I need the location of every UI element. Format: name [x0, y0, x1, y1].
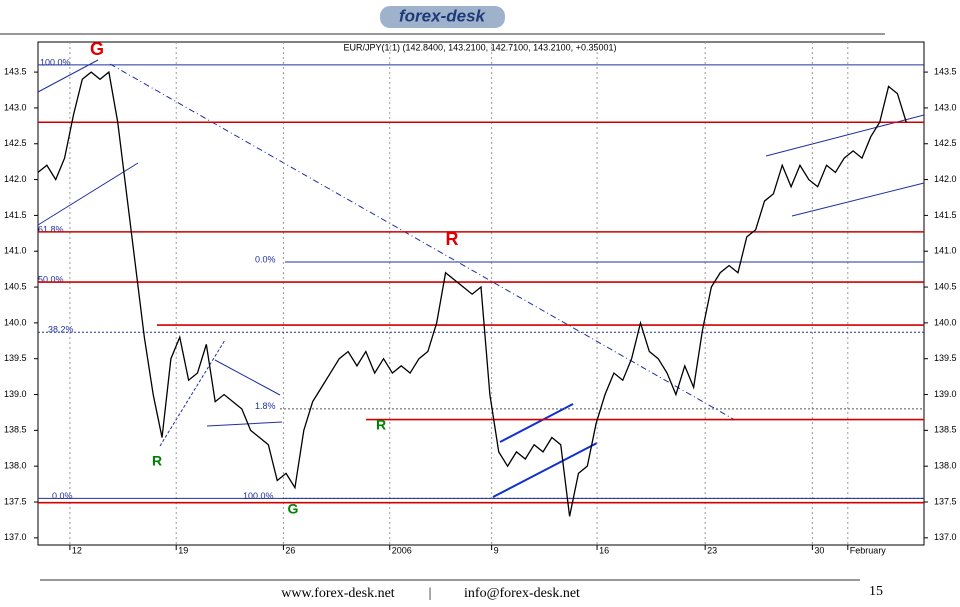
logo: forex-desk: [399, 6, 487, 25]
y-tick-label: 138.0: [4, 461, 27, 471]
trendline: [791, 182, 925, 217]
y-tick-label: 139.5: [4, 353, 27, 363]
y-tick-label: 141.5: [4, 210, 27, 220]
trendline: [214, 359, 281, 396]
footer-site: www.forex-desk.net: [281, 586, 394, 601]
y-tick-label: 137.0: [4, 532, 27, 542]
x-tick-label: 30: [814, 545, 824, 555]
y-tick-label: 140.0: [934, 317, 957, 327]
y-tick-label: 140.5: [934, 281, 957, 291]
fib-label: 100.0%: [243, 491, 274, 501]
x-tick-label: 9: [494, 545, 499, 555]
logo-bg: [380, 6, 505, 28]
price-line: [37, 70, 907, 517]
chart-title: EUR/JPY(1:1) (142.8400, 143.2100, 142.71…: [344, 42, 617, 52]
trendline: [159, 339, 226, 447]
x-tick-label: 23: [707, 545, 717, 555]
y-tick-label: 139.0: [934, 389, 957, 399]
x-tick-label: 19: [178, 545, 188, 555]
y-tick-label: 142.0: [4, 174, 27, 184]
annotation: G: [90, 39, 104, 59]
y-tick-label: 140.5: [4, 281, 27, 291]
y-tick-label: 143.5: [4, 66, 27, 76]
y-tick-label: 138.0: [934, 461, 957, 471]
y-tick-label: 142.0: [934, 174, 957, 184]
y-tick-label: 143.0: [4, 102, 27, 112]
footer-sep: |: [429, 586, 432, 601]
y-tick-label: 142.5: [934, 138, 957, 148]
y-tick-label: 143.5: [934, 66, 957, 76]
fib-label: 0.0%: [52, 491, 73, 501]
trendline: [499, 403, 574, 443]
x-tick-label: 16: [599, 545, 609, 555]
x-tick-label: 26: [285, 545, 295, 555]
page-number: 15: [869, 584, 883, 599]
y-tick-label: 137.0: [934, 532, 957, 542]
x-tick-label: 12: [72, 545, 82, 555]
fib-label: 38.2%: [48, 325, 74, 335]
annotation: G: [288, 501, 299, 517]
y-tick-label: 141.5: [934, 210, 957, 220]
trendline: [206, 421, 283, 427]
y-tick-label: 142.5: [4, 138, 27, 148]
y-tick-label: 143.0: [934, 102, 957, 112]
y-tick-label: 141.0: [934, 246, 957, 256]
fib-label: 1.8%: [255, 401, 276, 411]
y-tick-label: 139.5: [934, 353, 957, 363]
y-tick-label: 138.5: [4, 425, 27, 435]
trendline: [492, 442, 598, 498]
trendline: [37, 162, 139, 226]
fib-label: 0.0%: [255, 254, 276, 264]
x-tick-label: 2006: [392, 545, 412, 555]
annotation: R: [152, 453, 162, 469]
x-tick-label: February: [850, 545, 887, 555]
annotation: R: [446, 229, 459, 249]
fib-label: 50.0%: [38, 274, 64, 284]
fib-label: 100.0%: [40, 57, 71, 67]
y-tick-label: 139.0: [4, 389, 27, 399]
y-tick-label: 138.5: [934, 425, 957, 435]
y-tick-label: 137.5: [4, 496, 27, 506]
y-tick-label: 140.0: [4, 317, 27, 327]
footer-email: info@forex-desk.net: [464, 586, 580, 601]
y-tick-label: 137.5: [934, 496, 957, 506]
fib-label: 61.8%: [38, 224, 64, 234]
annotation: R: [376, 417, 386, 433]
y-tick-label: 141.0: [4, 246, 27, 256]
